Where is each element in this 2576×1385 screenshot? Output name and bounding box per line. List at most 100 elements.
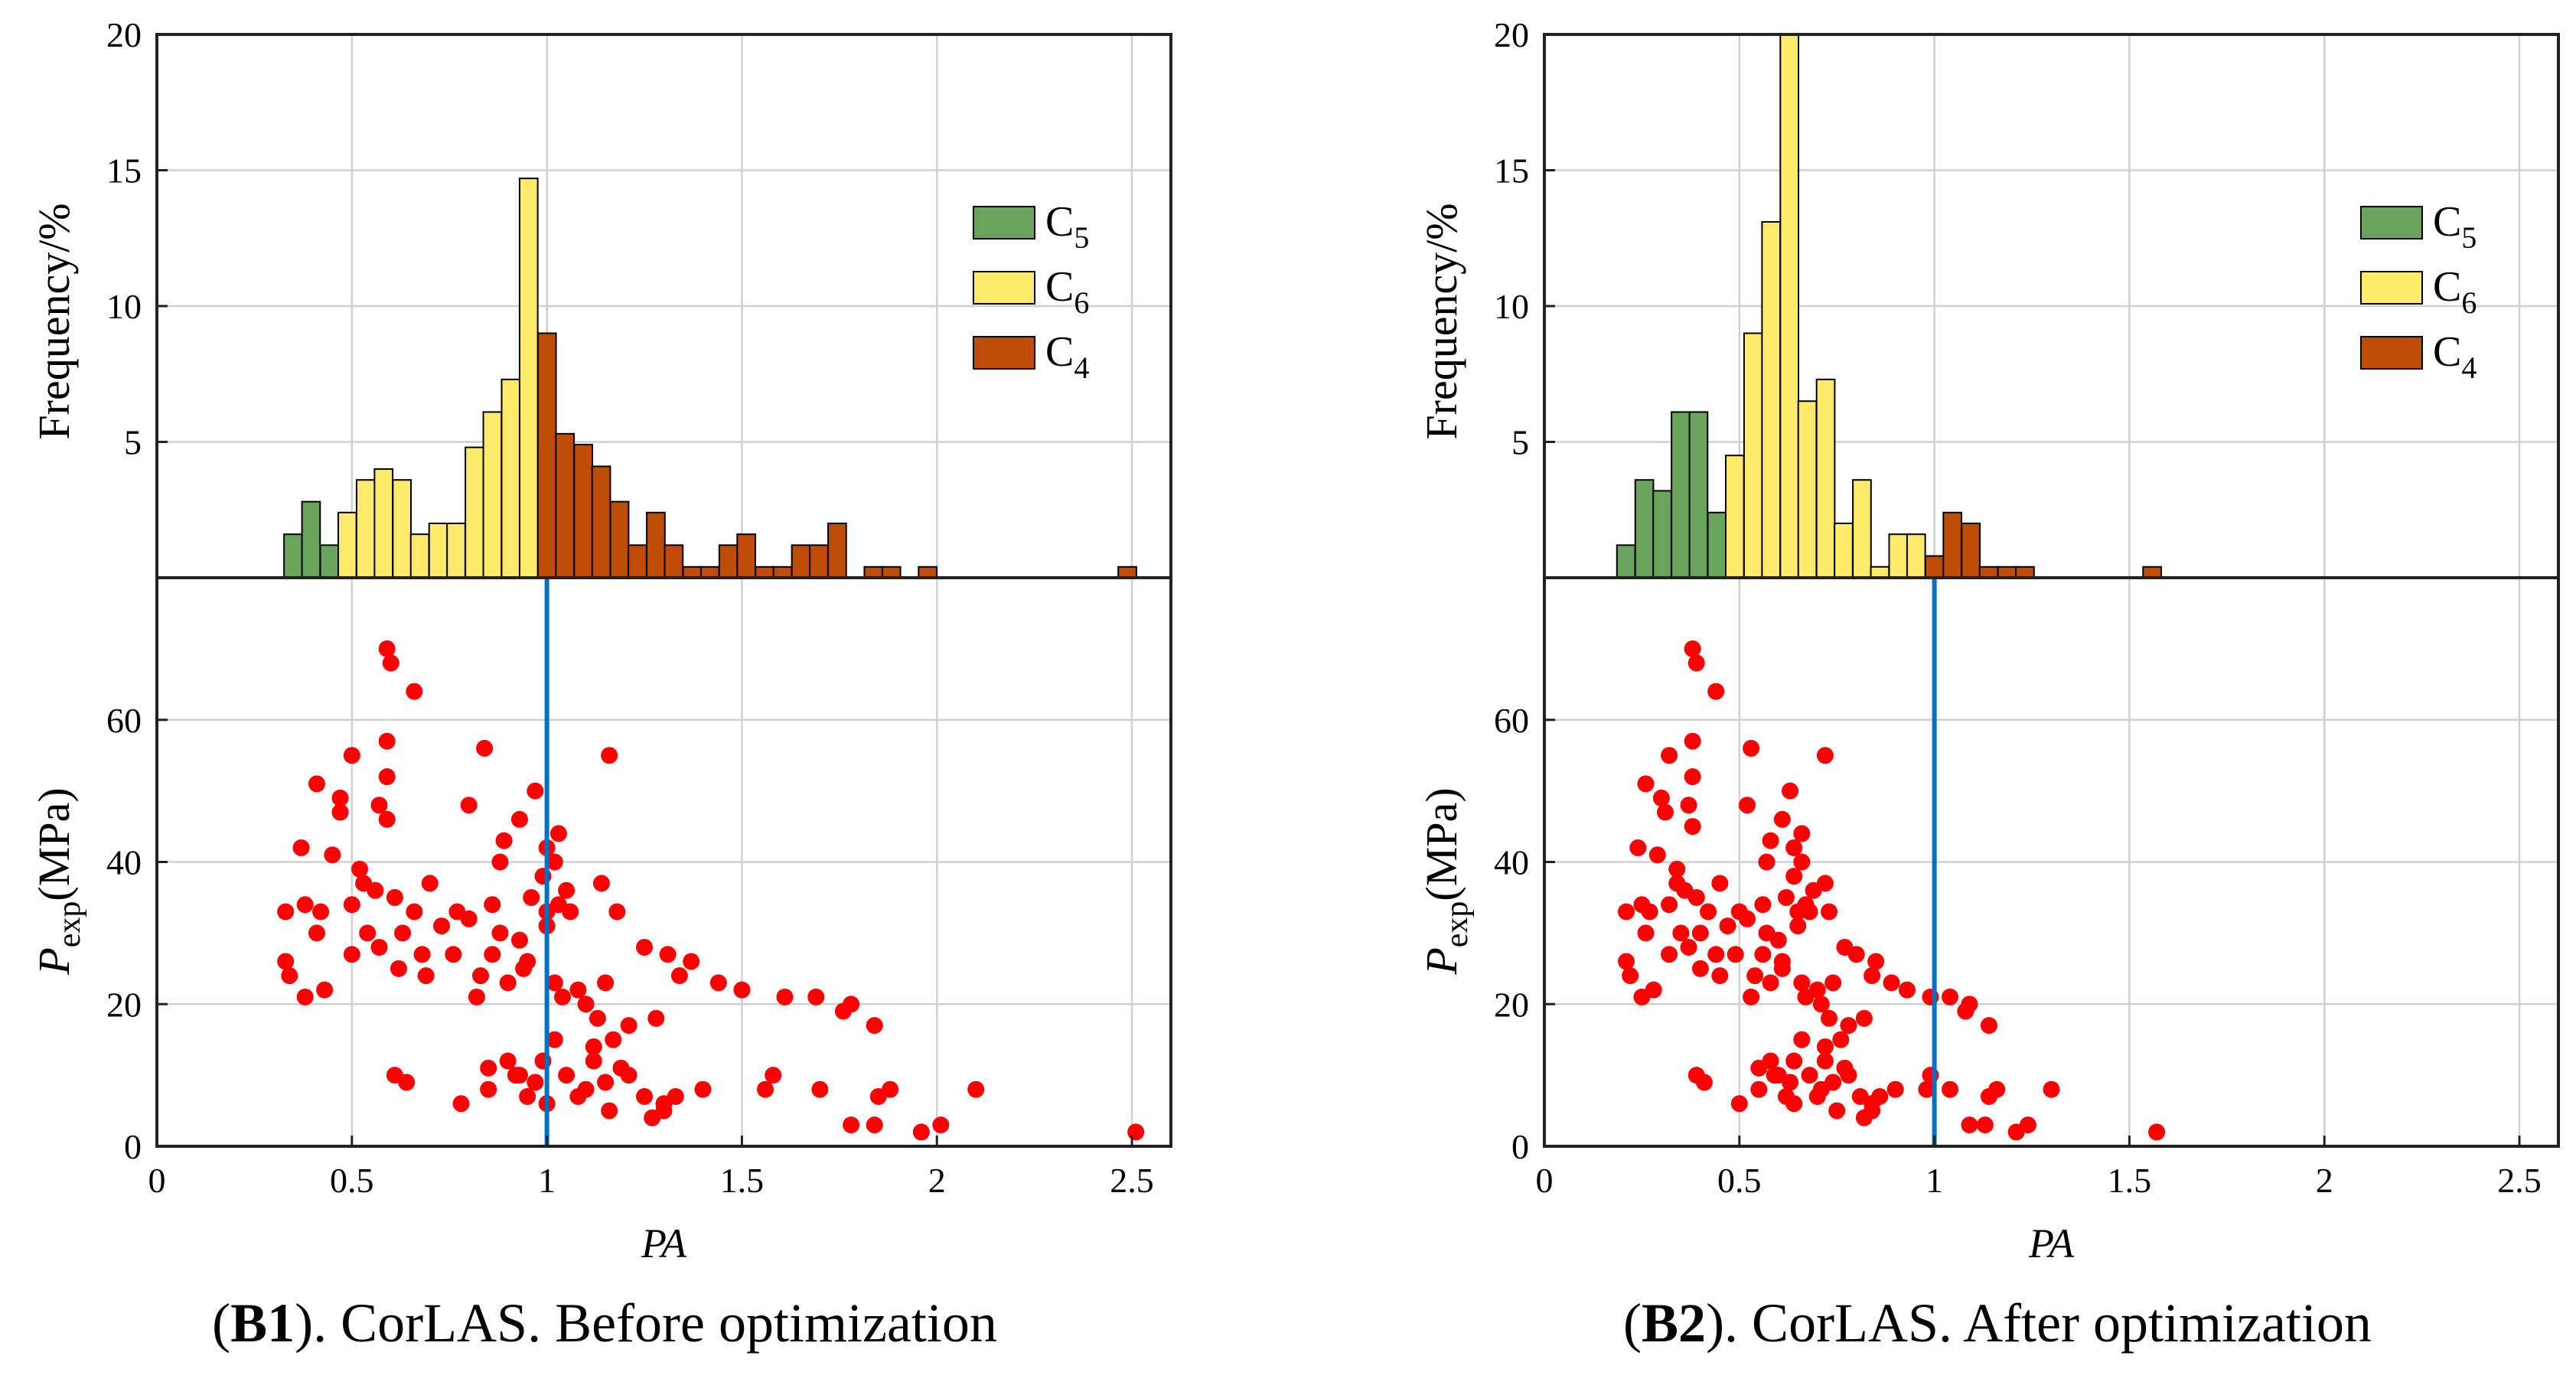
b2-scatter-point-30 <box>1641 903 1658 921</box>
b1-xtick-label-4: 2 <box>928 1161 946 1200</box>
b2-scatter-ytick-label-1: 20 <box>1494 985 1529 1024</box>
b1-scatter-point-45 <box>510 931 528 949</box>
b2-scatter-point-74 <box>1961 996 1978 1013</box>
b1-scatter-point-122 <box>655 1095 673 1113</box>
b1-hist-bar-30 <box>827 523 847 578</box>
b1-hist-bar-19 <box>628 544 647 579</box>
b1-scatter-point-90 <box>499 1052 517 1070</box>
b1-scatter-point-17 <box>495 832 513 849</box>
b1-scatter-point-58 <box>683 953 700 970</box>
b2-hist-ylabel: Frequency/% <box>1417 203 1466 439</box>
b2-scatter-point-27 <box>1711 875 1729 892</box>
b2-scatter-point-107 <box>1961 1116 1978 1134</box>
b1-hist-bar-32 <box>881 565 902 578</box>
b1-legend-swatch-c6 <box>973 271 1035 305</box>
b1-scatter-point-20 <box>324 846 341 864</box>
b2-scatter-point-111 <box>2043 1080 2060 1098</box>
b1-scatter-point-57 <box>659 946 677 963</box>
b2-scatter-point-108 <box>1976 1116 1994 1134</box>
b2-scatter-point-9 <box>1782 782 1799 800</box>
b2-scatter-point-2 <box>1707 683 1725 700</box>
b1-scatter-point-65 <box>546 974 563 992</box>
b1-scatter-point-22 <box>491 853 509 871</box>
b2-hist-bar-21 <box>1997 565 2017 578</box>
b1-hist-bar-8 <box>428 523 448 578</box>
b2-xtick-label-3: 1.5 <box>2108 1161 2152 1200</box>
b2-scatter-point-69 <box>1883 974 1900 992</box>
b2-scatter-point-0 <box>1684 640 1701 657</box>
b1-scatter-point-120 <box>601 1102 618 1119</box>
b2-scatter-ylabel-sub: exp <box>1440 901 1475 948</box>
b2-scatter-point-4 <box>1743 739 1760 757</box>
b1-scatter-point-96 <box>597 1074 615 1091</box>
b2-scatter-point-55 <box>1789 917 1807 935</box>
b1-scatter-point-41 <box>394 924 412 942</box>
b1-scatter-ytick-label-2: 40 <box>106 843 142 882</box>
b2-scatter-point-102 <box>1918 1080 1935 1098</box>
b1-scatter-point-107 <box>843 1116 860 1134</box>
b2-hist-bar-23 <box>2142 565 2162 578</box>
b1-scatter-point-75 <box>866 1017 883 1035</box>
b1-hist-bar-34 <box>1117 565 1137 578</box>
b1-scatter-point-84 <box>620 1017 637 1035</box>
b2-scatter-point-101 <box>1886 1080 1904 1098</box>
b2-scatter-point-18 <box>1629 839 1647 856</box>
b1-scatter-point-80 <box>499 974 517 992</box>
b2-legend-label-main-c4: C <box>2433 328 2461 376</box>
b1-scatter-point-116 <box>480 1080 497 1098</box>
b1-scatter-point-91 <box>480 1059 497 1077</box>
b1-hist-bar-27 <box>772 565 793 578</box>
b1-hist-bar-18 <box>609 500 630 578</box>
b1-scatter-point-39 <box>308 924 325 942</box>
b2-xtick-label-5: 2.5 <box>2497 1161 2542 1200</box>
b1-legend-label-c6: C6 <box>1045 263 1089 320</box>
b1-legend-label-main-c6: C <box>1045 263 1074 311</box>
b2-scatter-point-21 <box>1668 860 1686 878</box>
b1-scatter-point-76 <box>281 967 298 985</box>
b2-scatter-point-70 <box>1898 981 1916 999</box>
b2-hist-bar-11 <box>1815 378 1836 578</box>
b1-legend-swatch-c5 <box>973 206 1035 240</box>
b1-scatter-point-38 <box>277 903 295 921</box>
b2-scatter-point-53 <box>1754 946 1772 963</box>
b2-scatter-point-20 <box>1648 846 1666 864</box>
b1-scatter-point-4 <box>476 739 494 757</box>
b2-legend-swatch-c4 <box>2360 336 2423 370</box>
b2-scatter-point-78 <box>1633 988 1651 1005</box>
b1-hist-ytick-label-3: 20 <box>106 15 142 54</box>
b2-scatter-point-16 <box>1793 825 1811 842</box>
b1-hist-bar-22 <box>682 565 703 578</box>
caption-b2-label: B2 <box>1642 1292 1707 1354</box>
b2-scatter-point-32 <box>1687 888 1705 906</box>
b2-hist-bar-19 <box>1961 523 1981 578</box>
b1-scatter-point-51 <box>413 946 431 963</box>
b1-scatter-point-66 <box>569 981 587 999</box>
b1-scatter-point-12 <box>460 797 478 814</box>
b1-scatter-point-14 <box>378 810 396 828</box>
b2-xtick-label-2: 1 <box>1925 1161 1943 1200</box>
b2-scatter-point-84 <box>1840 1017 1857 1035</box>
b1-hist-bar-28 <box>791 544 811 579</box>
b1-hist-bar-11 <box>482 411 503 579</box>
b2-scatter-point-60 <box>1661 946 1678 963</box>
b1-scatter-point-13 <box>331 803 349 821</box>
b1-scatter-point-86 <box>605 1031 622 1048</box>
b1-scatter-point-93 <box>527 1074 544 1091</box>
b1-hist-bar-23 <box>699 565 720 578</box>
b2-hist-bar-3 <box>1671 411 1691 579</box>
caption-b1: (B1). CorLAS. Before optimization <box>212 1292 997 1354</box>
b2-scatter-point-38 <box>1618 903 1635 921</box>
b1-scatter-point-15 <box>510 810 528 828</box>
b1-scatter-point-36 <box>523 888 540 906</box>
b2-hist-bar-5 <box>1707 511 1727 578</box>
b1-scatter-point-42 <box>433 917 451 935</box>
b1-scatter-point-119 <box>569 1087 587 1105</box>
b1-scatter-point-7 <box>378 768 396 786</box>
caption-b2-text: ). CorLAS. After optimization <box>1706 1292 2372 1354</box>
b1-scatter-point-3 <box>378 732 396 750</box>
b1-scatter-point-64 <box>515 960 533 977</box>
b2-scatter-ylabel-main: P <box>1417 947 1466 975</box>
b2-scatter-point-40 <box>1672 924 1690 942</box>
b1-hist-bar-15 <box>555 432 576 578</box>
b2-hist-bar-16 <box>1906 533 1926 579</box>
